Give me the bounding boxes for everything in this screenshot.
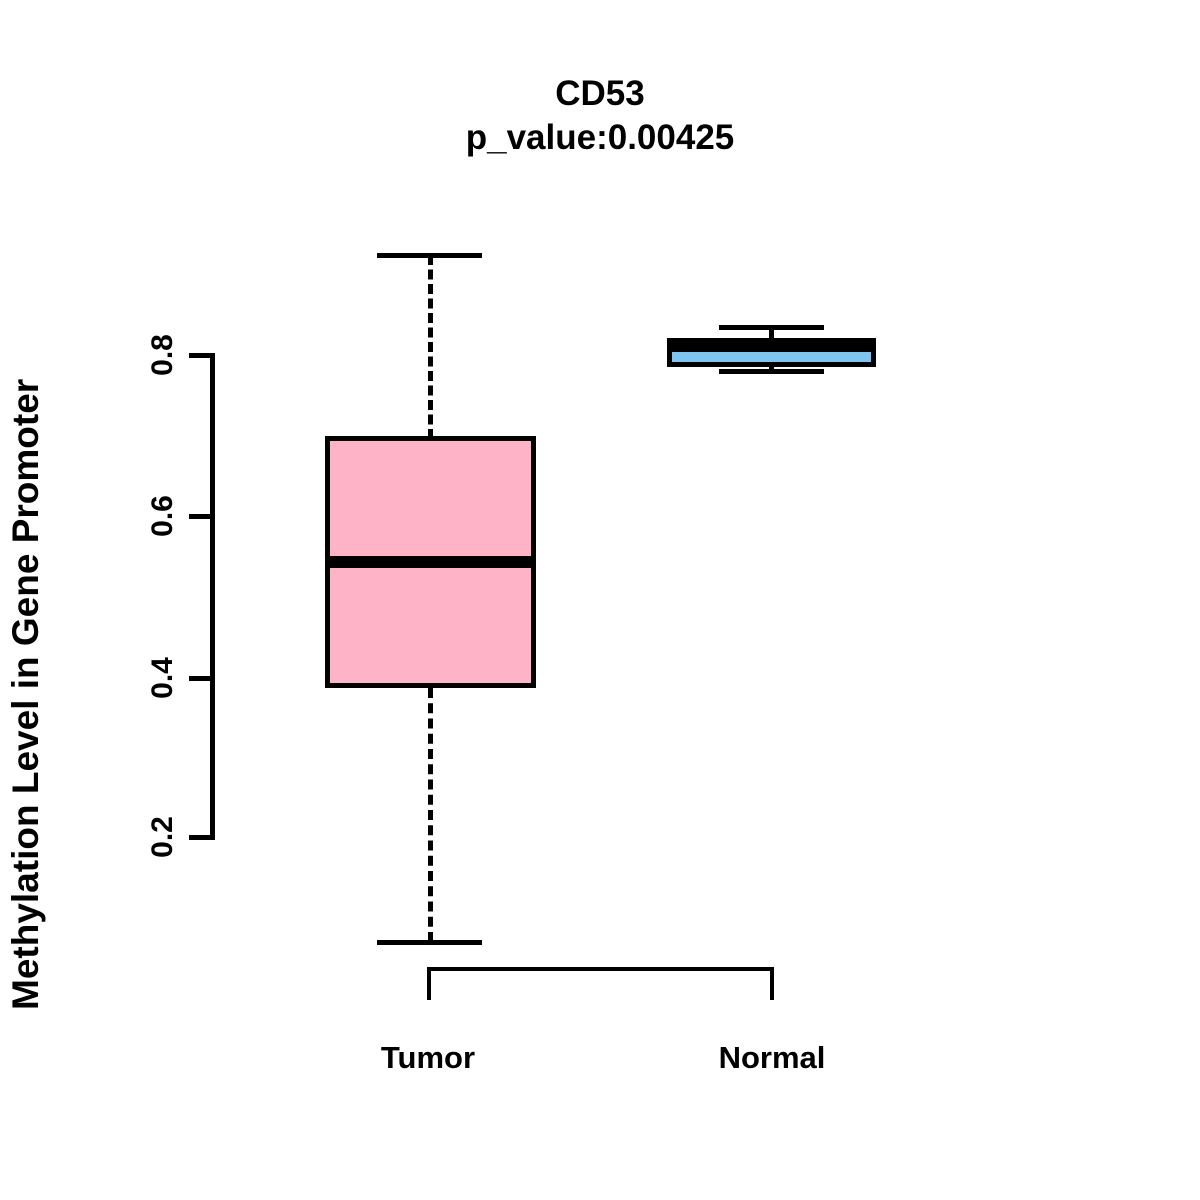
x-axis-line — [427, 967, 774, 971]
y-axis-line — [210, 353, 215, 840]
y-tick-label-0.2: 0.2 — [146, 816, 179, 858]
y-tick-mark-0.6 — [189, 514, 211, 519]
chart-subtitle-pvalue: p_value:0.00425 — [465, 118, 735, 157]
x-axis-tick-tumor — [427, 967, 431, 1000]
tumor-median-line — [325, 556, 536, 568]
tumor-upper-whisker-line — [428, 255, 433, 439]
y-tick-mark-0.8 — [189, 353, 211, 358]
chart-title: CD53 — [555, 74, 645, 113]
y-tick-label-0.6: 0.6 — [146, 495, 179, 537]
normal-lower-whisker-cap — [719, 369, 824, 374]
tumor-lower-whisker-cap — [377, 940, 482, 945]
x-tick-label-normal: Normal — [718, 1040, 826, 1075]
y-tick-label-0.8: 0.8 — [146, 334, 179, 376]
y-tick-mark-0.4 — [189, 676, 211, 681]
y-tick-label-0.4: 0.4 — [146, 657, 179, 699]
y-axis-title: Methylation Level in Gene Promoter — [5, 378, 46, 1010]
normal-lower-whisker-line — [769, 365, 774, 372]
x-axis-tick-normal — [770, 967, 774, 1000]
x-tick-label-tumor: Tumor — [380, 1040, 476, 1075]
y-tick-mark-0.2 — [189, 835, 211, 840]
normal-upper-whisker-line — [769, 327, 774, 341]
normal-median-line — [667, 341, 876, 352]
tumor-lower-whisker-line — [428, 688, 433, 942]
